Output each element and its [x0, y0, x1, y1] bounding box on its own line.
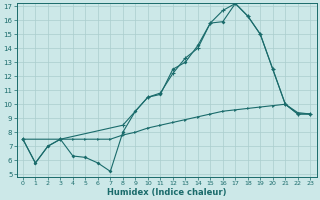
X-axis label: Humidex (Indice chaleur): Humidex (Indice chaleur) — [107, 188, 226, 197]
